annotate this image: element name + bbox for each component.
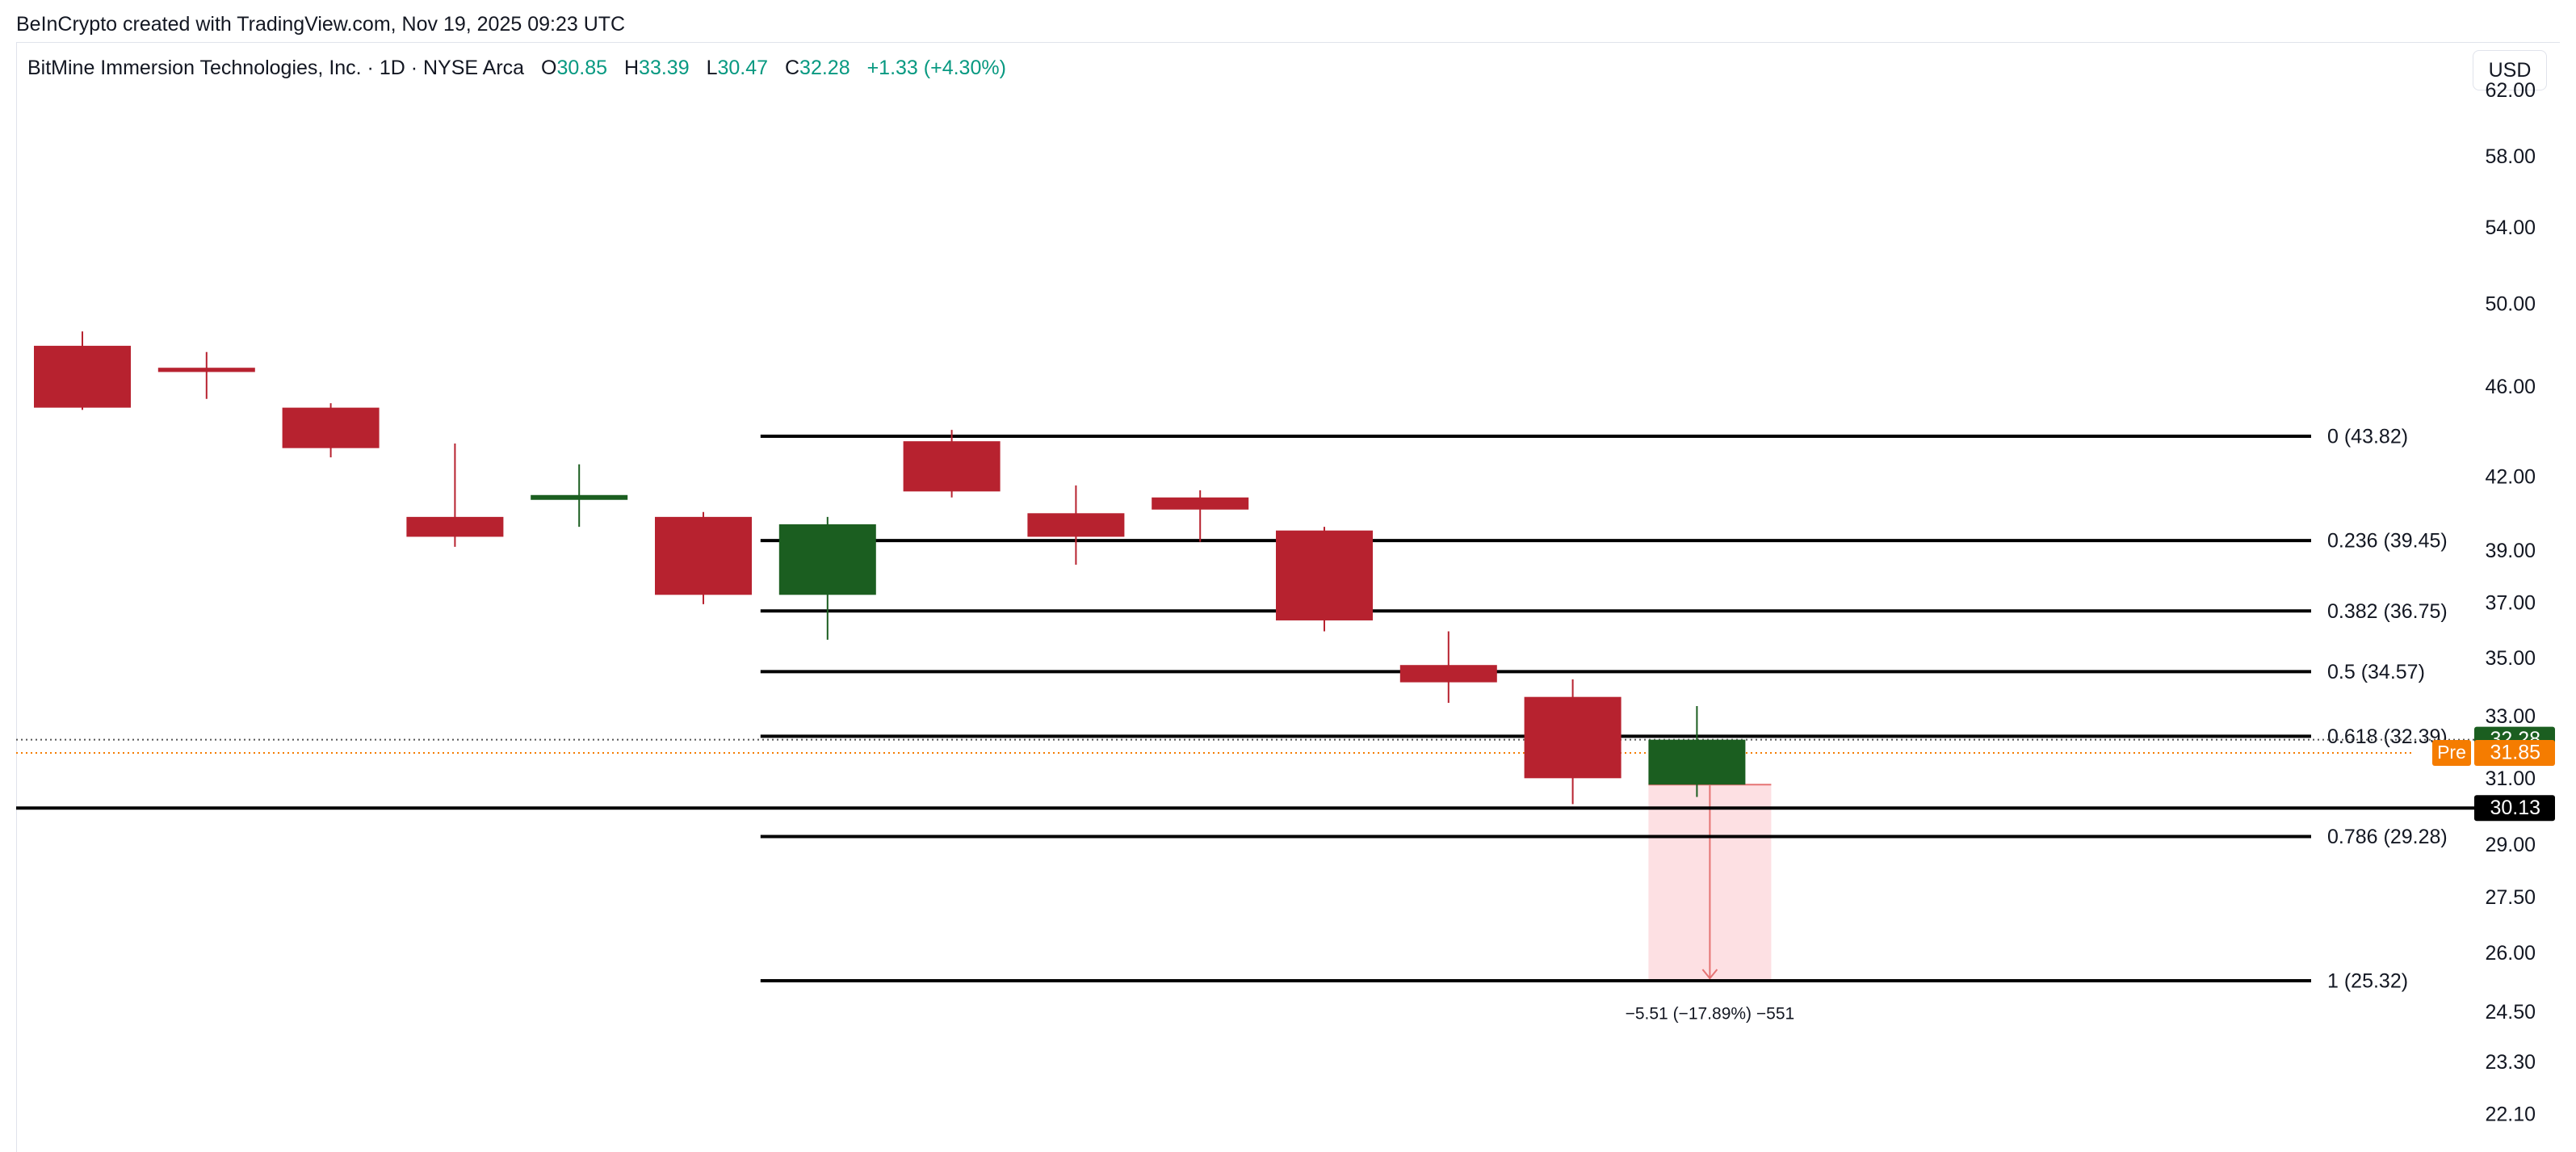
close-value: 32.28: [799, 57, 850, 79]
candle-down: [903, 430, 1001, 498]
candle-body: [34, 346, 131, 408]
candle-down: [1027, 485, 1125, 565]
candle-body: [406, 516, 504, 537]
candle-up: [1648, 706, 1746, 797]
low-value: 30.47: [717, 57, 769, 79]
open-value: 30.85: [556, 57, 608, 79]
change-value: +1.33 (+4.30%): [866, 57, 1006, 79]
attribution-text: BeInCrypto created with TradingView.com,…: [16, 13, 626, 36]
fib-level-label: 0.618 (32.39): [2327, 725, 2448, 748]
y-axis-tick-label: 22.10: [2485, 1104, 2536, 1126]
y-axis-tick-label: 35.00: [2485, 647, 2536, 670]
y-axis-tick-label: 50.00: [2485, 292, 2536, 315]
candle-down: [34, 331, 131, 410]
y-axis-tick-label: 31.00: [2485, 767, 2536, 790]
candle-down: [282, 403, 380, 458]
fib-level-label: 0.5 (34.57): [2327, 661, 2425, 683]
symbol-legend: BitMine Immersion Technologies, Inc. · 1…: [27, 57, 1006, 80]
y-axis-tick-label: 33.00: [2485, 705, 2536, 728]
candle-body: [1027, 513, 1125, 537]
candle-up: [778, 516, 876, 640]
y-axis-tick-label: 39.00: [2485, 540, 2536, 562]
fib-level-label: 0.786 (29.28): [2327, 826, 2448, 848]
y-axis-tick-label: 29.00: [2485, 834, 2536, 856]
high-label: H: [623, 57, 640, 79]
candle-body: [531, 494, 628, 500]
y-axis-tick-label: 37.00: [2485, 591, 2536, 614]
y-axis-tick-label: 62.00: [2485, 79, 2536, 102]
candle-body: [1276, 530, 1373, 620]
candle-body: [157, 368, 255, 372]
pre-market-price-tag: 31.85: [2490, 742, 2540, 764]
support-price-tag-bg: [2474, 795, 2555, 822]
fib-level-label: 0.382 (36.75): [2327, 600, 2448, 623]
candle-body: [1152, 497, 1249, 510]
candle-up: [531, 464, 628, 528]
currency-button[interactable]: USD: [2473, 50, 2547, 90]
measure-arrow-head: [1701, 969, 1718, 980]
candle-down: [406, 444, 504, 547]
measure-label: −5.51 (−17.89%) −551: [1626, 1005, 1795, 1024]
candle-body: [778, 524, 876, 595]
candle-down: [157, 351, 255, 399]
pre-market-price-tag-bg: [2474, 740, 2555, 767]
chart-frame: [16, 42, 2560, 1152]
y-axis-tick-label: 26.00: [2485, 942, 2536, 965]
candle-down: [1276, 527, 1373, 632]
candle-down: [1524, 679, 1622, 805]
candle-body: [1399, 665, 1497, 683]
pre-tag-bg: [2432, 740, 2471, 767]
candle-body: [282, 407, 380, 448]
candle-body: [903, 441, 1001, 492]
fib-level-label: 0.236 (39.45): [2327, 530, 2448, 553]
y-axis-tick-label: 58.00: [2485, 145, 2536, 168]
candle-down: [1399, 631, 1497, 703]
symbol-title: BitMine Immersion Technologies, Inc. · 1…: [27, 57, 525, 79]
candle-body: [1524, 696, 1622, 779]
y-axis-tick-label: 24.50: [2485, 1001, 2536, 1024]
y-axis-tick-label: 27.50: [2485, 886, 2536, 909]
fib-level-label: 0 (43.82): [2327, 426, 2408, 448]
support-price-tag: 30.13: [2490, 797, 2540, 819]
y-axis-tick-label: 42.00: [2485, 466, 2536, 489]
open-label: O: [541, 57, 557, 79]
candle-body: [1648, 739, 1746, 785]
y-axis-tick-label: 23.30: [2485, 1051, 2536, 1074]
low-label: L: [706, 57, 718, 79]
high-value: 33.39: [639, 57, 690, 79]
close-label: C: [784, 57, 800, 79]
candle-down: [1152, 490, 1249, 542]
candle-down: [655, 511, 752, 604]
fib-level-label: 1 (25.32): [2327, 970, 2408, 993]
candle-body: [655, 516, 752, 595]
y-axis-tick-label: 46.00: [2485, 376, 2536, 398]
y-axis-tick-label: 54.00: [2485, 217, 2536, 239]
pre-tag-label: Pre: [2437, 742, 2466, 763]
